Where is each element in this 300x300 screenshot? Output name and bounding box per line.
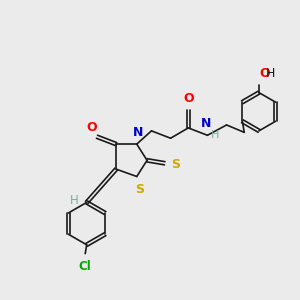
Text: H: H [70, 194, 79, 207]
Text: H: H [211, 130, 219, 140]
Text: H: H [266, 67, 275, 80]
Text: N: N [201, 117, 211, 130]
Text: Cl: Cl [79, 260, 92, 273]
Text: N: N [133, 126, 143, 139]
Text: O: O [86, 121, 97, 134]
Text: S: S [171, 158, 180, 171]
Text: S: S [135, 183, 144, 196]
Text: O: O [260, 67, 271, 80]
Text: O: O [183, 92, 194, 105]
